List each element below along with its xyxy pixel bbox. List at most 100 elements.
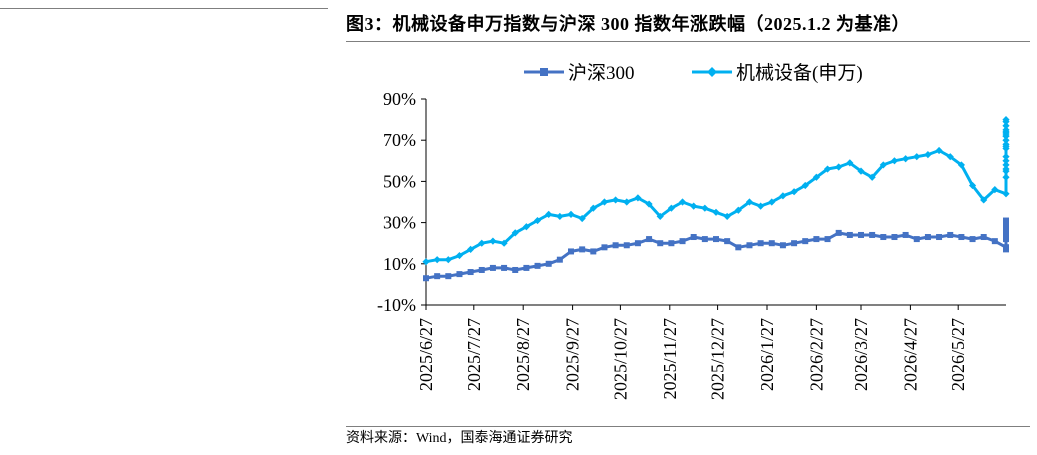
legend-marker [707,67,717,77]
data-point [423,275,429,282]
data-point [812,173,820,181]
data-point [768,198,776,206]
data-point [813,236,820,243]
data-point [1002,153,1010,161]
x-tick-label: 2026/1/27 [757,318,777,391]
data-point [690,202,698,210]
data-point [579,246,586,253]
x-axis: 2025/6/27 2025/7/27 2025/8/27 2025/9/27 2025… [416,304,1006,400]
data-point [902,155,910,163]
data-point [601,244,608,251]
data-point [422,258,430,266]
data-point [890,157,899,165]
data-point [433,256,441,264]
data-point [511,229,519,237]
data-point [980,196,988,204]
data-point [991,238,998,245]
data-point [913,236,920,243]
data-point [1002,144,1010,153]
x-tick-label: 2025/7/27 [464,318,484,391]
data-point [1002,157,1010,165]
data-point [980,234,987,241]
data-point [533,216,542,225]
data-point [936,234,943,241]
data-point [779,242,786,249]
data-point [501,264,508,271]
data-point [668,240,675,247]
data-point [879,161,887,169]
data-point [745,198,754,206]
data-point [600,198,609,206]
data-point [523,264,530,271]
data-point [1002,136,1010,144]
data-point [868,173,876,181]
data-point [924,234,931,241]
x-tick-label: 2026/4/27 [900,318,920,391]
data-point [1003,244,1009,251]
source-rule [346,426,1030,427]
chart-legend: 沪深300 机械设备(申万) [524,62,863,84]
x-tick-label: 2026/2/27 [806,318,826,391]
x-tick-label: 2025/6/27 [416,318,436,391]
y-tick-label: 10% [383,254,416,274]
y-tick-label: 90% [383,89,416,109]
data-point [946,153,954,161]
legend-item: 沪深300 [524,62,635,84]
x-tick-label: 2025/9/27 [563,318,583,391]
data-point [545,260,552,267]
series-0 [423,217,1009,282]
data-point [846,231,853,238]
legend-marker [540,68,548,76]
data-point [790,188,798,196]
data-point [478,239,486,247]
data-point [768,240,775,247]
data-point [1002,122,1010,130]
data-point [556,212,564,221]
data-point [556,256,563,263]
data-point [835,229,842,236]
data-point [935,146,943,155]
y-tick-label: 30% [383,213,416,233]
data-point [545,210,553,218]
x-tick-label: 2026/3/27 [851,318,871,391]
data-point [434,273,441,280]
data-point [623,242,630,249]
data-point [568,248,574,255]
plot-series [422,116,1010,282]
data-point [478,266,485,273]
figure-title: 图3：机械设备申万指数与沪深 300 指数年涨跌幅（2025.1.2 为基准） [346,14,910,34]
data-point [656,212,664,221]
data-point [991,186,999,194]
x-tick-label: 2025/10/27 [610,318,630,400]
data-point [857,167,865,175]
line-chart: 沪深300 机械设备(申万) -10% 10% 30% 50% 70% 90% 2025/6… [377,62,1010,400]
data-point [735,244,742,251]
data-point [646,236,653,243]
y-tick-label: 70% [383,130,416,150]
x-tick-label: 2025/11/27 [660,318,680,399]
data-point [723,212,731,221]
data-point [467,269,474,276]
data-point [445,273,452,280]
data-point [924,151,932,159]
data-point [969,236,976,243]
data-point [1002,140,1010,148]
title-rule [346,41,1030,42]
data-point [802,238,809,245]
data-point [913,153,921,161]
data-point [657,240,664,247]
series-1 [422,116,1010,266]
data-point [456,271,463,278]
data-point [667,204,675,212]
data-point [1002,118,1010,126]
data-point [623,198,631,206]
data-point [690,234,697,241]
data-point [612,196,620,204]
legend-label: 机械设备(申万) [736,62,863,84]
data-point [1003,236,1009,243]
y-axis: -10% 10% 30% 50% 70% 90% [377,89,427,315]
x-tick-label: 2026/5/27 [948,318,968,391]
data-point [757,240,764,247]
data-point [1003,229,1009,236]
data-point [645,200,653,208]
